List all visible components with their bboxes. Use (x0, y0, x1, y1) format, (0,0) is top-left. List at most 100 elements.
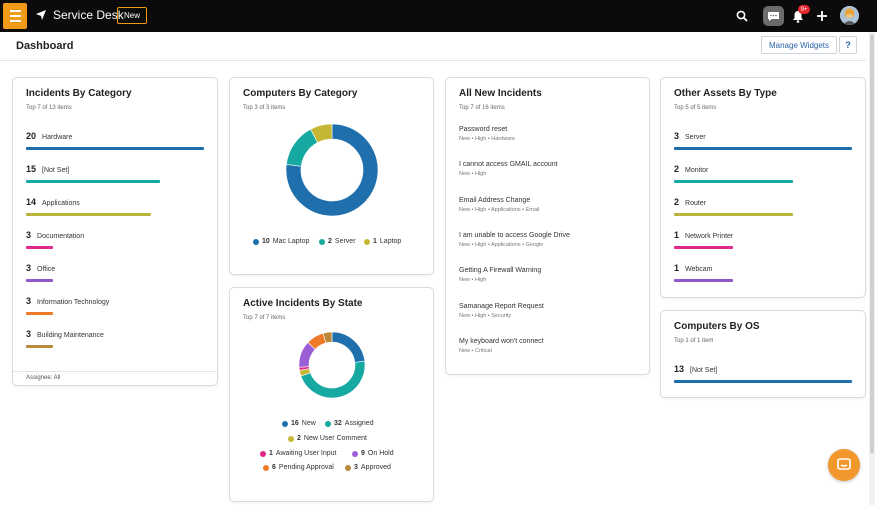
incident-title[interactable]: I am unable to access Google Drive (459, 231, 570, 239)
active-incidents-card: Active Incidents By State Top 7 of 7 ite… (229, 287, 434, 502)
donut-slice-mac-laptop[interactable] (285, 123, 379, 217)
item-label: Applications (42, 200, 80, 207)
incident-title[interactable]: My keyboard won't connect (459, 337, 544, 345)
item-label: Webcam (685, 266, 713, 273)
card-title: Other Assets By Type (674, 88, 777, 99)
legend-item[interactable]: 1 Laptop (364, 238, 401, 245)
item-label: Router (685, 200, 707, 207)
legend-label: Awaiting User Input (275, 450, 337, 457)
chat-bubble-icon (837, 458, 851, 470)
card-subtitle: Top 7 of 13 items (26, 105, 72, 111)
legend-item[interactable]: 32 Assigned (325, 420, 374, 427)
bar-row[interactable]: 15 [Not Set] (26, 164, 204, 192)
add-icon[interactable] (813, 7, 831, 25)
item-label: Hardware (42, 134, 73, 141)
item-count: 2 (674, 164, 680, 174)
item-count: 15 (26, 164, 37, 174)
item-label: Building Maintenance (37, 332, 104, 339)
incident-list-item[interactable]: Samanage Report Request New • High • Secu… (459, 303, 544, 319)
bar-row[interactable]: 20 Hardware (26, 131, 204, 159)
new-button[interactable]: New (117, 7, 147, 24)
item-label: Server (685, 134, 706, 141)
bar-row[interactable]: 2 Monitor (674, 164, 852, 192)
user-avatar[interactable] (840, 6, 859, 25)
item-bar (26, 213, 151, 216)
incident-meta: New • High • Applications • Email (459, 206, 540, 213)
search-icon[interactable] (733, 7, 751, 25)
donut-slice-approved[interactable] (322, 331, 333, 344)
item-label: [Not Set] (42, 167, 70, 174)
item-bar (674, 246, 733, 249)
card-subtitle: Top 1 of 1 item (674, 338, 714, 344)
incident-list-item[interactable]: Password reset New • High • Hardware (459, 126, 515, 142)
legend-item[interactable]: 1 Awaiting User Input (260, 450, 336, 457)
donut-slice-assigned[interactable] (300, 360, 366, 399)
active-incidents-donut-chart (298, 331, 366, 399)
incident-list-item[interactable]: My keyboard won't connect New • Critical (459, 338, 544, 354)
bar-row[interactable]: 3 Server (674, 131, 852, 159)
legend-item[interactable]: 3 Approved (345, 464, 391, 471)
item-label: Documentation (37, 233, 85, 240)
bar-row[interactable]: 14 Applications (26, 197, 204, 225)
card-subtitle: Top 3 of 3 items (243, 105, 286, 111)
legend-item[interactable]: 10 Mac Laptop (253, 238, 309, 245)
legend-item[interactable]: 2 Server (319, 238, 356, 245)
item-bar (26, 279, 53, 282)
incident-title[interactable]: Email Address Change (459, 196, 531, 204)
donut-slice-new[interactable] (331, 331, 366, 363)
help-button[interactable]: ? (839, 36, 857, 54)
donut-slice-server[interactable] (286, 128, 318, 167)
legend-item[interactable]: 9 On Hold (352, 450, 394, 457)
legend-item[interactable]: 16 New (282, 420, 316, 427)
card-title: Computers By OS (674, 321, 760, 332)
incident-meta: New • High (459, 171, 487, 178)
item-bar (674, 279, 733, 282)
legend-swatch (288, 435, 294, 442)
card-subtitle: Top 7 of 7 items (243, 315, 286, 321)
incident-title[interactable]: Getting A Firewall Warning (459, 267, 542, 275)
legend-label: Pending Approval (278, 464, 334, 471)
incident-list-item[interactable]: Getting A Firewall Warning New • High (459, 267, 541, 283)
menu-icon[interactable] (3, 3, 27, 29)
legend-item[interactable]: 6 Pending Approval (263, 464, 334, 471)
bar-row[interactable]: 1 Network Printer (674, 230, 852, 258)
incident-title[interactable]: Samanage Report Request (459, 302, 544, 310)
legend-count: 1 (373, 238, 377, 245)
brand-name: Service Desk (53, 8, 124, 22)
bar-row[interactable]: 13 [Not Set] (674, 364, 852, 392)
legend-item[interactable]: 2 New User Comment (288, 435, 367, 442)
bar-row[interactable]: 3 Office (26, 263, 204, 291)
incident-meta: New • Critical (459, 347, 492, 354)
incident-list-item[interactable]: I cannot access GMAIL account New • High (459, 161, 558, 177)
bar-row[interactable]: 1 Webcam (674, 263, 852, 291)
legend-label: New (301, 420, 316, 427)
bar-row[interactable]: 2 Router (674, 197, 852, 225)
item-count: 14 (26, 197, 37, 207)
item-count: 1 (674, 263, 680, 273)
bar-row[interactable]: 3 Information Technology (26, 296, 204, 324)
legend-count: 10 (262, 238, 270, 245)
incident-meta: New • High • Security (459, 312, 512, 319)
scrollbar-thumb[interactable] (870, 34, 874, 454)
service-desk-logo-icon (36, 10, 46, 20)
item-bar (674, 180, 793, 183)
incident-title[interactable]: Password reset (459, 126, 508, 133)
manage-widgets-button[interactable]: Manage Widgets (761, 36, 837, 54)
header-divider (0, 60, 866, 61)
chat-support-button[interactable] (828, 449, 860, 481)
item-count: 3 (26, 263, 32, 273)
legend-count: 16 (291, 420, 299, 427)
donut-slice-laptop[interactable] (310, 123, 333, 143)
incident-title[interactable]: I cannot access GMAIL account (459, 161, 558, 169)
card-title: Active Incidents By State (243, 298, 363, 309)
legend-swatch (260, 450, 266, 457)
assignee-filter[interactable]: Assignee: All (13, 371, 217, 385)
chat-icon[interactable] (763, 6, 784, 26)
incident-list-item[interactable]: Email Address Change New • High • Applica… (459, 197, 539, 213)
brand[interactable]: Service Desk (35, 8, 124, 22)
bar-row[interactable]: 3 Building Maintenance (26, 329, 204, 357)
incident-list-item[interactable]: I am unable to access Google Drive New • … (459, 232, 570, 248)
item-bar (26, 180, 160, 183)
bar-row[interactable]: 3 Documentation (26, 230, 204, 258)
